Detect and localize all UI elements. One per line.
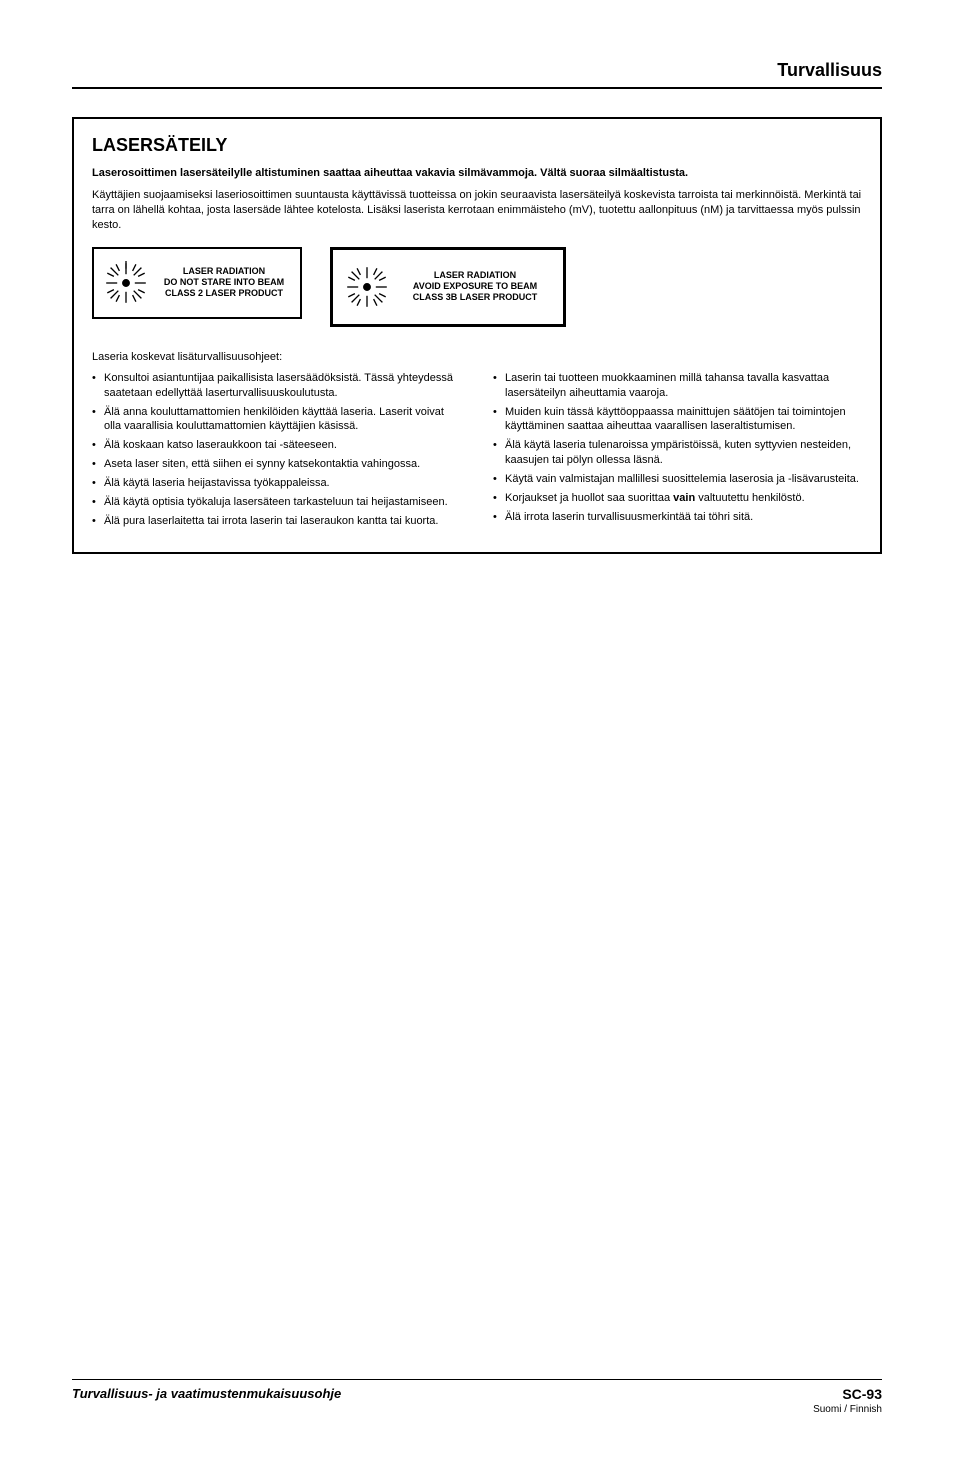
label2-line2: AVOID EXPOSURE TO BEAM: [399, 281, 551, 292]
list-item: Älä koskaan katso laseraukkoon tai -säte…: [92, 438, 461, 453]
list-item: Laserin tai tuotteen muokkaaminen millä …: [493, 371, 862, 401]
right-column: Laserin tai tuotteen muokkaaminen millä …: [493, 371, 862, 533]
warning-labels-row: LASER RADIATION DO NOT STARE INTO BEAM C…: [92, 247, 862, 335]
footer-line: Turvallisuus- ja vaatimustenmukaisuusohj…: [72, 1379, 882, 1415]
label2-line1: LASER RADIATION: [399, 270, 551, 281]
right-bullet-list: Laserin tai tuotteen muokkaaminen millä …: [493, 371, 862, 525]
list-item: Älä anna kouluttamattomien henkilöiden k…: [92, 405, 461, 435]
list-item: Aseta laser siten, että siihen ei synny …: [92, 457, 461, 472]
left-bullet-list: Konsultoi asiantuntijaa paikallisista la…: [92, 371, 461, 529]
bullet-columns: Konsultoi asiantuntijaa paikallisista la…: [92, 371, 862, 533]
label-wrapper-1: LASER RADIATION DO NOT STARE INTO BEAM C…: [92, 247, 302, 335]
content-box: LASERSÄTEILY Laserosoittimen lasersäteil…: [72, 117, 882, 554]
left-column: Konsultoi asiantuntijaa paikallisista la…: [92, 371, 461, 533]
intro-paragraph: Käyttäjien suojaamiseksi laseriosoittime…: [92, 188, 862, 233]
label1-text: LASER RADIATION DO NOT STARE INTO BEAM C…: [158, 266, 290, 300]
laser-burst-icon: [104, 261, 148, 305]
list-item: Älä irrota laserin turvallisuusmerkintää…: [493, 510, 862, 525]
list-item: Älä käytä optisia työkaluja lasersäteen …: [92, 495, 461, 510]
label2-footer: [330, 329, 566, 335]
section-title: LASERSÄTEILY: [92, 135, 862, 156]
list-item: Älä käytä laseria heijastavissa työkappa…: [92, 476, 461, 491]
label2-text: LASER RADIATION AVOID EXPOSURE TO BEAM C…: [399, 270, 551, 304]
footer-page-number: SC-93: [813, 1386, 882, 1402]
list-item: Muiden kuin tässä käyttöoppaassa mainitt…: [493, 405, 862, 435]
warning-text: Laserosoittimen lasersäteilylle altistum…: [92, 166, 862, 180]
list-item: Korjaukset ja huollot saa suorittaa vain…: [493, 491, 862, 506]
laser-label-class2: LASER RADIATION DO NOT STARE INTO BEAM C…: [92, 247, 302, 319]
label1-footer: [92, 321, 302, 327]
list-intro: Laseria koskevat lisäturvallisuusohjeet:: [92, 351, 862, 363]
footer-doc-title: Turvallisuus- ja vaatimustenmukaisuusohj…: [72, 1386, 341, 1401]
page-header-title: Turvallisuus: [72, 60, 882, 89]
list-item: Konsultoi asiantuntijaa paikallisista la…: [92, 371, 461, 401]
footer-language: Suomi / Finnish: [813, 1404, 882, 1415]
laser-label-class3b: LASER RADIATION AVOID EXPOSURE TO BEAM C…: [330, 247, 566, 327]
label1-line2: DO NOT STARE INTO BEAM: [158, 277, 290, 288]
list-item: Älä pura laserlaitetta tai irrota laseri…: [92, 514, 461, 529]
label1-line1: LASER RADIATION: [158, 266, 290, 277]
list-item: Älä käytä laseria tulenaroissa ympäristö…: [493, 438, 862, 468]
label2-line3: CLASS 3B LASER PRODUCT: [399, 292, 551, 303]
footer-right: SC-93 Suomi / Finnish: [813, 1386, 882, 1415]
label-wrapper-2: LASER RADIATION AVOID EXPOSURE TO BEAM C…: [330, 247, 566, 335]
label1-line3: CLASS 2 LASER PRODUCT: [158, 288, 290, 299]
list-item: Käytä vain valmistajan mallillesi suosit…: [493, 472, 862, 487]
page-footer: Turvallisuus- ja vaatimustenmukaisuusohj…: [72, 1379, 882, 1415]
laser-burst-icon: [345, 265, 389, 309]
